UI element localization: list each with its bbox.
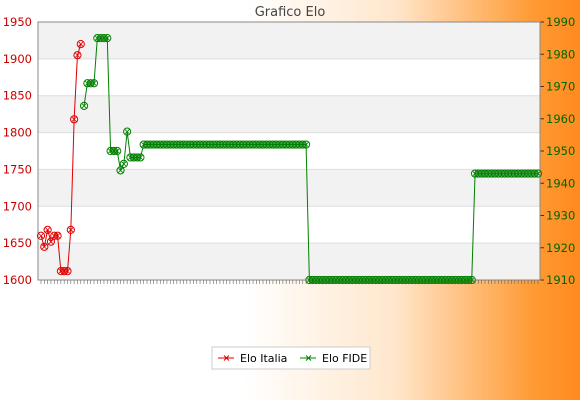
data-point-marker: [81, 103, 87, 109]
grid-band: [38, 243, 540, 280]
data-point: [63, 267, 72, 276]
data-point-marker: [78, 41, 84, 47]
data-point-marker: [38, 233, 44, 239]
data-point-marker: [74, 52, 80, 58]
legend-entry-label: Elo Italia: [240, 352, 287, 365]
legend-marker: [305, 355, 312, 361]
data-point: [103, 34, 112, 43]
y-right-tick-label: 1970: [546, 80, 575, 94]
data-point: [136, 153, 145, 162]
y-left-tick-label: 1800: [3, 126, 32, 140]
data-point: [113, 146, 122, 156]
data-point: [119, 159, 128, 168]
data-point-marker: [121, 161, 127, 167]
grid-band: [38, 169, 540, 207]
legend-box: [211, 346, 371, 370]
data-point: [89, 79, 99, 88]
y-right-tick-label: 1990: [546, 15, 575, 29]
data-point: [116, 166, 125, 175]
data-point-marker: [124, 129, 130, 135]
data-point: [533, 169, 543, 178]
chart-title: Grafico Elo: [255, 5, 326, 20]
data-point: [40, 242, 49, 251]
data-point: [301, 140, 311, 149]
y-right-tick-label: 1920: [546, 241, 575, 255]
legend: Elo Italia Elo FIDE: [211, 346, 371, 370]
data-point: [70, 115, 79, 124]
data-point: [66, 225, 75, 234]
data-point-marker: [303, 142, 309, 148]
y-right-tick-label: 1950: [546, 144, 575, 158]
data-point: [73, 51, 82, 60]
plot-area: 1600 1650 1700 1750 1800 1850 1900 1950 1910 1920…: [3, 15, 576, 287]
data-point-marker: [55, 233, 61, 239]
y-left-tick-label: 1650: [3, 236, 32, 250]
data-point-marker: [41, 244, 47, 250]
data-point-marker: [104, 35, 110, 41]
data-point-marker: [68, 227, 74, 233]
data-point-marker: [118, 167, 124, 173]
y-left-tick-label: 1950: [3, 15, 32, 29]
data-point: [79, 101, 89, 110]
plot-border: [37, 21, 541, 281]
data-point: [43, 225, 52, 234]
data-point-marker: [91, 80, 97, 86]
data-point: [467, 275, 476, 285]
legend-marker: [223, 355, 230, 361]
y-right-tick-label: 1980: [546, 47, 575, 61]
data-point-marker: [469, 277, 475, 283]
plot-background: [38, 22, 540, 280]
data-point-marker: [71, 116, 77, 122]
legend-entry-label: Elo FIDE: [322, 352, 367, 365]
y-right-tick-label: 1960: [546, 112, 575, 126]
y-left-tick-label: 1850: [3, 89, 32, 103]
grid-band: [38, 95, 540, 133]
data-point-marker: [48, 239, 54, 245]
data-point-marker: [45, 227, 51, 233]
data-point: [76, 40, 85, 49]
data-point-marker: [65, 268, 70, 274]
data-point: [36, 231, 46, 240]
y-left-tick-label: 1750: [3, 162, 32, 176]
y-right-tick-label: 1940: [546, 176, 575, 190]
y-left-tick-label: 1700: [3, 199, 32, 213]
data-point: [53, 231, 62, 240]
y-left-tick-label: 1900: [3, 52, 32, 66]
data-point-marker: [137, 154, 143, 160]
y-right-tick-label: 1930: [546, 209, 575, 223]
data-point-marker: [114, 148, 120, 154]
grid-band: [38, 22, 540, 59]
y-right-tick-label: 1910: [546, 273, 575, 287]
y-left-tick-label: 1600: [3, 273, 32, 287]
data-point: [123, 127, 132, 136]
data-point-marker: [535, 171, 541, 177]
